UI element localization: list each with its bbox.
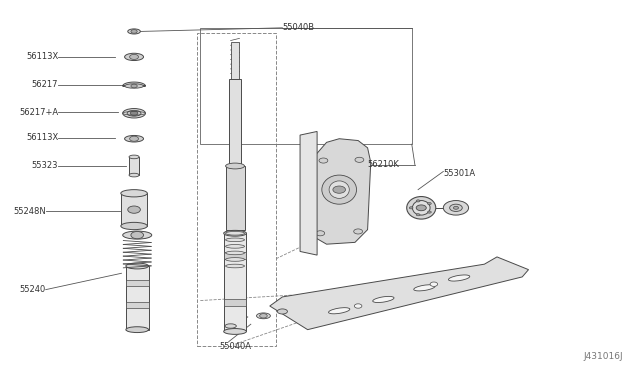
Ellipse shape [413, 285, 435, 291]
Polygon shape [270, 257, 529, 330]
Ellipse shape [123, 109, 145, 118]
Circle shape [430, 282, 438, 286]
Circle shape [130, 136, 138, 141]
Bar [224, 233, 246, 331]
Text: 55240: 55240 [19, 285, 45, 294]
Ellipse shape [224, 230, 246, 236]
Bar [126, 280, 148, 286]
Text: 56217: 56217 [32, 80, 58, 89]
Bar [126, 302, 148, 308]
Ellipse shape [225, 251, 244, 255]
Ellipse shape [123, 231, 152, 239]
Polygon shape [123, 82, 145, 86]
Polygon shape [314, 139, 371, 244]
Text: 56113X: 56113X [26, 52, 58, 61]
Circle shape [333, 186, 346, 193]
Circle shape [416, 214, 420, 216]
Ellipse shape [129, 173, 139, 177]
Circle shape [416, 200, 420, 202]
Text: 56210K: 56210K [367, 160, 399, 169]
Ellipse shape [129, 155, 139, 159]
Text: 55301A: 55301A [444, 169, 476, 178]
Ellipse shape [126, 263, 148, 269]
Ellipse shape [225, 231, 244, 235]
Ellipse shape [225, 244, 244, 248]
Ellipse shape [412, 201, 430, 215]
Circle shape [128, 206, 140, 213]
Ellipse shape [277, 309, 287, 314]
Bar [228, 79, 241, 168]
Ellipse shape [127, 110, 141, 116]
Ellipse shape [126, 327, 148, 333]
Ellipse shape [225, 258, 244, 261]
Ellipse shape [225, 238, 244, 242]
Text: 56217+A: 56217+A [19, 108, 58, 117]
Circle shape [131, 84, 137, 88]
Ellipse shape [125, 53, 143, 61]
Circle shape [319, 158, 328, 163]
Circle shape [428, 211, 431, 213]
Ellipse shape [225, 163, 244, 169]
Ellipse shape [125, 135, 143, 142]
Circle shape [453, 206, 458, 209]
Circle shape [131, 111, 138, 115]
Circle shape [355, 157, 364, 162]
Circle shape [260, 314, 268, 318]
Circle shape [130, 54, 138, 60]
Text: 56113X: 56113X [26, 134, 58, 142]
Circle shape [131, 30, 137, 33]
Ellipse shape [449, 275, 470, 281]
Ellipse shape [224, 328, 246, 334]
Ellipse shape [225, 324, 236, 328]
Ellipse shape [125, 84, 143, 88]
Text: 55040A: 55040A [219, 341, 251, 350]
Ellipse shape [329, 181, 349, 198]
Text: 55040B: 55040B [282, 23, 314, 32]
Ellipse shape [121, 222, 147, 230]
Bar [200, 28, 412, 144]
Bar [231, 42, 239, 79]
Bar [129, 157, 139, 175]
Circle shape [131, 231, 143, 239]
Ellipse shape [372, 296, 394, 302]
Circle shape [444, 201, 468, 215]
Ellipse shape [322, 175, 356, 204]
Text: J431016J: J431016J [584, 352, 623, 360]
Bar [197, 33, 276, 346]
Bar [121, 193, 147, 226]
Bar [224, 252, 246, 259]
Ellipse shape [128, 29, 140, 34]
Circle shape [409, 207, 413, 209]
Ellipse shape [407, 196, 436, 219]
Circle shape [416, 205, 426, 211]
Ellipse shape [257, 313, 270, 319]
Ellipse shape [328, 308, 350, 314]
Circle shape [428, 202, 431, 205]
Text: 55323: 55323 [32, 161, 58, 170]
Ellipse shape [121, 190, 147, 197]
Ellipse shape [225, 264, 244, 268]
Circle shape [354, 229, 362, 234]
Polygon shape [300, 131, 317, 255]
Bar [126, 266, 148, 330]
Circle shape [450, 204, 462, 211]
Text: 55248N: 55248N [13, 207, 45, 216]
Circle shape [316, 231, 324, 236]
Bar [224, 299, 246, 306]
Circle shape [355, 304, 362, 308]
Bar [225, 166, 244, 230]
